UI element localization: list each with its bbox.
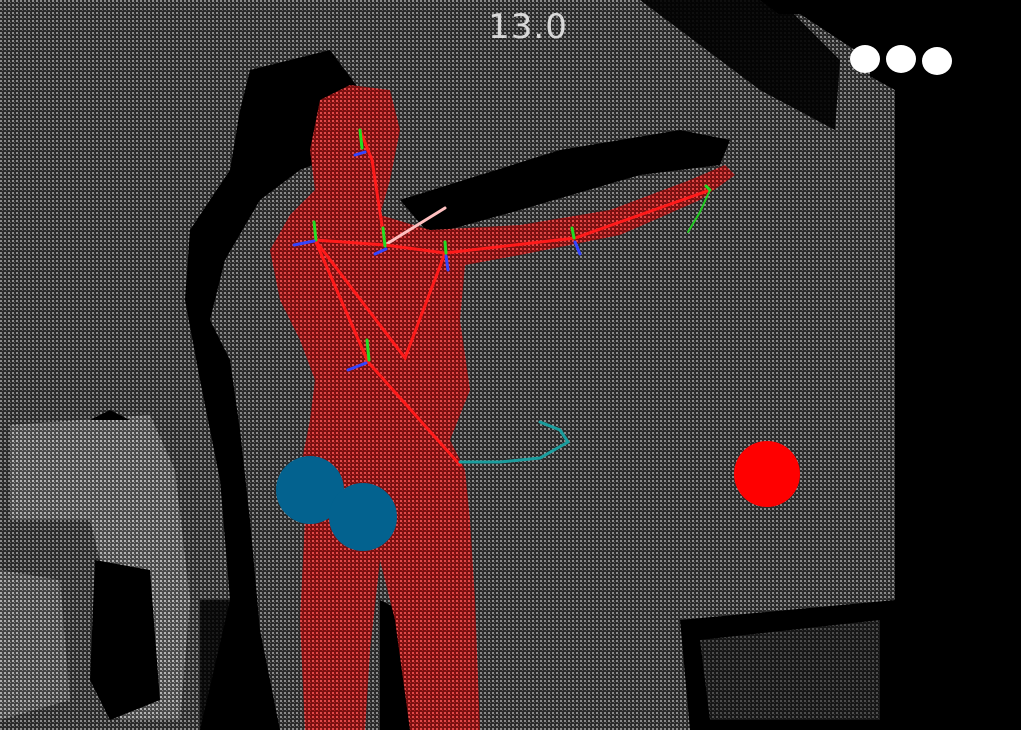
hazard-ball [276,456,344,524]
target-ball [734,441,800,507]
skeleton-overlay [292,128,712,467]
player-shadow [185,50,360,730]
life-dot-icon [850,45,880,73]
hazard-ball [329,483,397,551]
life-dot-icon [886,45,916,73]
countdown-timer: 13.0 [488,7,568,47]
arm-shadow [400,130,730,235]
life-dot-icon [922,47,952,75]
lives-indicator [850,45,952,75]
